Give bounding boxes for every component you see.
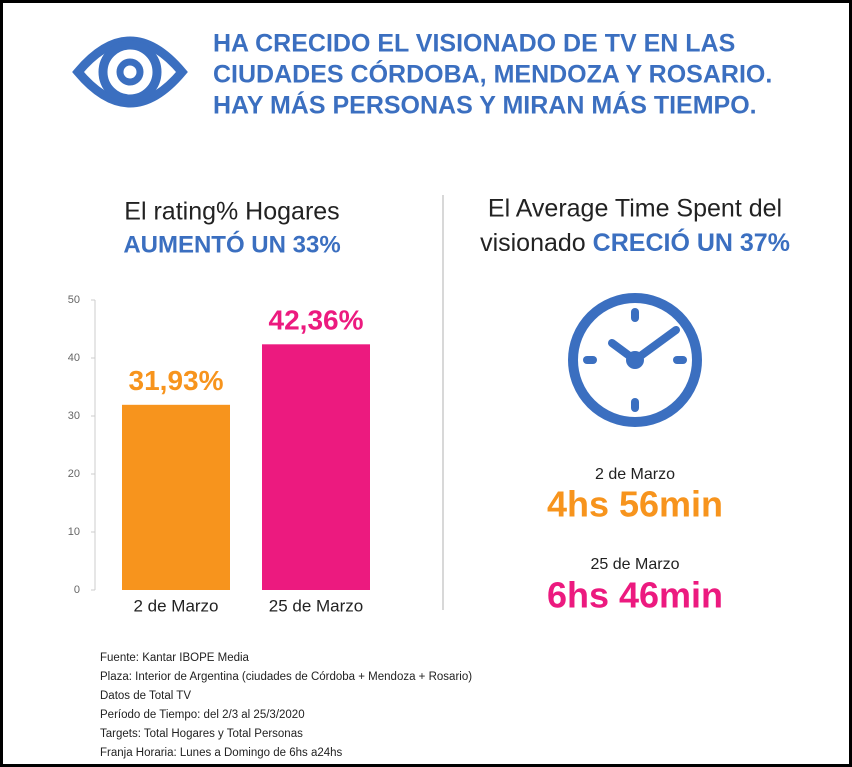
y-tick-label: 30 [68, 410, 80, 422]
y-tick-label: 50 [68, 294, 80, 306]
footer-line: Datos de Total TV [100, 690, 191, 702]
eye-icon [72, 36, 188, 108]
bar [262, 344, 370, 590]
right-heading: visionado CRECIÓ UN 37% [480, 227, 790, 257]
footer-line: Franja Horaria: Lunes a Domingo de 6hs a… [100, 747, 343, 759]
heading-text: visionado [480, 229, 586, 257]
y-tick-label: 40 [68, 352, 80, 364]
item-date: 2 de Marzo [595, 466, 675, 483]
y-tick-label: 20 [68, 468, 80, 480]
chart-subtitle: AUMENTÓ UN 33% [123, 230, 340, 258]
footer-line: Targets: Total Hogares y Total Personas [100, 728, 303, 740]
bar [122, 404, 230, 590]
x-tick-label: 25 de Marzo [269, 596, 364, 615]
footer-line: Período de Tiempo: del 2/3 al 25/3/2020 [100, 709, 305, 721]
item-time: 6hs 46min [547, 575, 723, 616]
value-label: 31,93% [129, 365, 224, 396]
clock-icon [568, 293, 702, 427]
footer: Fuente: Kantar IBOPE Media Plaza: Interio… [100, 652, 472, 759]
header-title: HA CRECIDO EL VISIONADO DE TV EN LAS CIU… [213, 30, 772, 120]
y-tick-label: 10 [68, 526, 80, 538]
item-date: 25 de Marzo [591, 556, 680, 573]
chart-title: El rating% Hogares [124, 198, 339, 226]
title-line: CIUDADES CÓRDOBA, MENDOZA Y ROSARIO. [213, 59, 772, 89]
y-tick-label: 0 [74, 584, 80, 596]
heading-highlight: CRECIÓ UN 37% [593, 227, 790, 257]
title-line: HAY MÁS PERSONAS Y MIRAN MÁS TIEMPO. [213, 91, 757, 120]
title-line: HA CRECIDO EL VISIONADO DE TV EN LAS [213, 30, 735, 58]
footer-line: Fuente: Kantar IBOPE Media [100, 652, 250, 664]
item-time: 4hs 56min [547, 484, 723, 525]
value-label: 42,36% [269, 305, 364, 336]
footer-line: Plaza: Interior de Argentina (ciudades d… [100, 671, 472, 683]
x-tick-label: 2 de Marzo [133, 596, 218, 615]
right-heading: El Average Time Spent del [488, 195, 782, 223]
